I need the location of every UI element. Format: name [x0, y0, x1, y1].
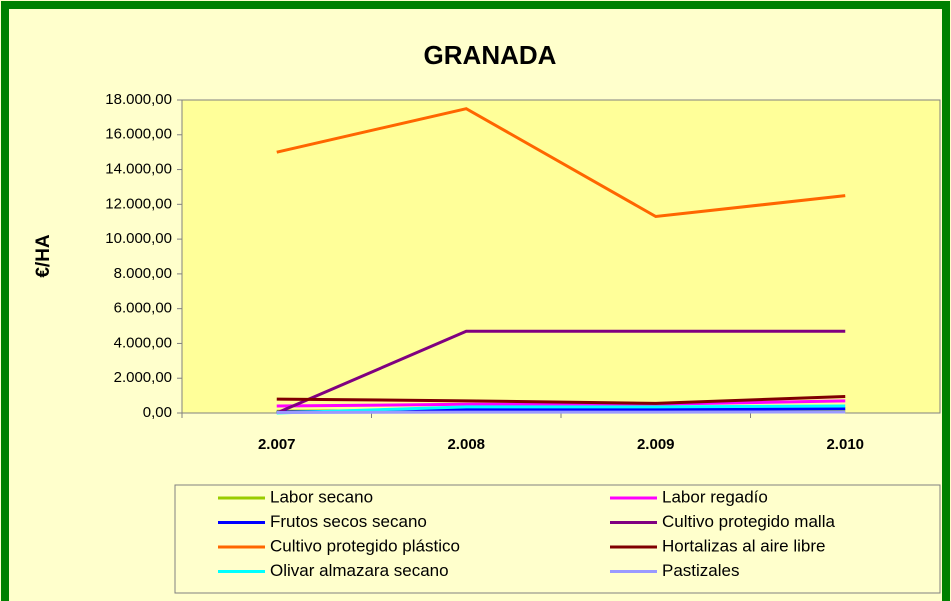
legend-label: Olivar almazara secano [270, 561, 449, 580]
x-tick-label: 2.009 [637, 436, 675, 453]
legend-label: Labor regadío [662, 487, 768, 506]
series-line [276, 410, 846, 414]
y-tick-label: 12.000,00 [105, 195, 172, 212]
y-tick-label: 16.000,00 [105, 126, 172, 143]
x-tick-label: 2.007 [258, 436, 296, 453]
x-tick-label: 2.008 [447, 436, 485, 453]
legend-label: Frutos secos secano [270, 512, 427, 531]
legend-label: Hortalizas al aire libre [662, 536, 825, 555]
y-tick-label: 14.000,00 [105, 161, 172, 178]
legend-label: Cultivo protegido malla [662, 512, 835, 531]
y-tick-label: 6.000,00 [114, 300, 172, 317]
plot-area [181, 99, 941, 414]
y-tick-label: 0,00 [143, 404, 172, 421]
y-tick-label: 18.000,00 [105, 91, 172, 108]
series-line [276, 394, 846, 405]
y-tick-label: 4.000,00 [114, 334, 172, 351]
y-tick-label: 8.000,00 [114, 265, 172, 282]
y-axis-title: €/HA [33, 234, 54, 278]
y-tick-label: 2.000,00 [114, 369, 172, 386]
series-line [276, 107, 846, 219]
legend [174, 484, 941, 594]
legend-label: Cultivo protegido plástico [270, 536, 460, 555]
y-tick-label: 10.000,00 [105, 230, 172, 247]
x-tick-label: 2.010 [826, 436, 864, 453]
series-line [276, 404, 846, 415]
legend-label: Labor secano [270, 487, 373, 506]
series-line [276, 399, 846, 408]
series-line [276, 329, 846, 415]
chart-title: GRANADA [424, 40, 557, 70]
legend-label: Pastizales [662, 561, 739, 580]
